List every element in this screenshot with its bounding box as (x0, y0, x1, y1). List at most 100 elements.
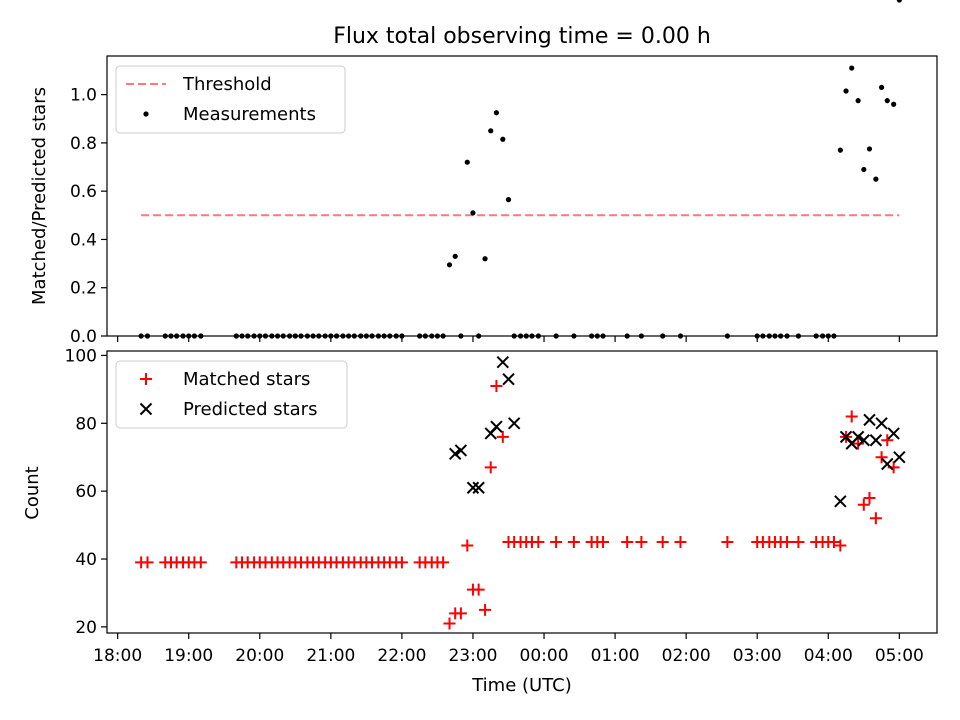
top-y-axis-label: Matched/Predicted stars (29, 87, 50, 305)
matched-star-point (395, 556, 408, 569)
measurement-point (878, 84, 885, 90)
predicted-star-point (863, 413, 876, 427)
bottom-y-tick-label: 60 (75, 482, 97, 502)
matched-star-point (857, 498, 870, 511)
top-x-tick-marks (117, 336, 900, 342)
matched-star-point (437, 556, 450, 569)
predicted-star-point (893, 451, 906, 464)
measurement-point (446, 262, 453, 268)
matched-star-point (869, 512, 882, 525)
predicted-star-point (448, 447, 462, 461)
x-tick-label: 18:00 (93, 646, 142, 666)
matched-star-point (443, 617, 456, 630)
matched-star-point (881, 434, 894, 447)
predicted-star-point (869, 434, 883, 447)
predicted-star-point (851, 430, 865, 444)
measurement-point (873, 176, 879, 182)
top-y-tick-label: 0.8 (70, 134, 97, 154)
matched-star-point (863, 491, 876, 504)
matched-star-point (834, 539, 847, 552)
top-y-ticks: 0.0 0.2 0.4 0.6 0.8 1.0 (70, 86, 107, 347)
bottom-legend: Matched stars Predicted stars (115, 360, 348, 429)
matched-star-point (141, 556, 154, 569)
matched-star-point (484, 461, 497, 474)
predicted-star-point (881, 457, 894, 471)
bottom-y-tick-label: 20 (75, 618, 97, 638)
measurement-point (855, 98, 861, 104)
top-chart-title: Flux total observing time = 0.00 h (333, 24, 711, 49)
legend-threshold-label: Threshold (182, 74, 272, 95)
matched-star-point (532, 536, 545, 549)
legend-measurements-swatch (143, 111, 149, 117)
predicted-star-point (466, 481, 480, 494)
predicted-star-point (496, 355, 510, 369)
matched-star-point (827, 536, 840, 549)
bottom-panel: Count Time (UTC) 20 40 60 80 100 18:00 19:00 2… (22, 346, 938, 696)
matched-star-point (479, 603, 492, 616)
x-tick-label: 01:00 (591, 646, 640, 666)
matched-star-point (194, 556, 207, 569)
bottom-x-ticks: 18:00 19:00 20:00 21:00 22:00 23:00 00:00 01:00… (93, 633, 924, 666)
measurement-point (837, 147, 843, 153)
matched-star-point (461, 539, 474, 552)
x-tick-label: 04:00 (804, 646, 853, 666)
x-tick-label: 03:00 (733, 646, 782, 666)
top-plot-frame (106, 55, 938, 337)
bottom-series-layer (135, 355, 906, 630)
measurement-point (849, 65, 855, 71)
top-y-tick-label: 0.6 (70, 182, 97, 202)
bottom-y-tick-label: 40 (75, 550, 97, 570)
matched-star-point (472, 583, 485, 596)
x-tick-label: 19:00 (164, 646, 213, 666)
top-y-tick-label: 0.4 (70, 230, 97, 250)
matched-star-point (875, 451, 888, 464)
bottom-legend-box (115, 360, 348, 429)
matched-star-point (635, 536, 648, 549)
legend-predicted-label: Predicted stars (183, 399, 317, 420)
bottom-y-axis-label: Count (22, 466, 43, 519)
top-legend-box (115, 65, 346, 134)
x-tick-label: 20:00 (235, 646, 284, 666)
legend-matched-swatch (140, 373, 152, 385)
measurement-point (843, 88, 849, 94)
measurement-point (891, 101, 897, 107)
legend-predicted-swatch (139, 402, 153, 416)
predicted-star-point (490, 420, 503, 433)
matched-star-point (781, 536, 794, 549)
bottom-y-tick-label: 100 (65, 346, 97, 366)
predicted-star-point (454, 444, 468, 457)
matched-star-point (567, 536, 580, 549)
matched-star-point (621, 536, 634, 549)
matched-star-point (845, 410, 858, 423)
matched-star-point (490, 379, 503, 392)
matched-star-point (721, 536, 734, 549)
measurement-point (464, 159, 470, 165)
legend-measurements-label: Measurements (183, 104, 316, 125)
matched-star-point (454, 607, 467, 620)
bottom-y-tick-label: 80 (75, 414, 97, 434)
matched-star-point (852, 437, 865, 450)
x-tick-label: 02:00 (662, 646, 711, 666)
predicted-star-point (502, 372, 515, 386)
predicted-star-point (834, 495, 847, 508)
top-y-tick-label: 0.0 (70, 327, 97, 347)
measurement-point (452, 253, 458, 259)
matched-star-point (656, 536, 669, 549)
x-tick-label: 05:00 (875, 646, 924, 666)
x-tick-label: 00:00 (520, 646, 569, 666)
x-tick-label: 22:00 (377, 646, 426, 666)
matched-star-point (674, 536, 687, 549)
bottom-y-ticks: 20 40 60 80 100 (65, 346, 107, 638)
measurement-point (884, 98, 890, 104)
x-tick-label: 21:00 (306, 646, 355, 666)
matched-star-point (597, 536, 610, 549)
top-y-tick-label: 0.2 (70, 279, 97, 299)
top-panel: Flux total observing time = 0.00 h Match… (29, 0, 938, 347)
matched-star-point (792, 536, 805, 549)
x-axis-label: Time (UTC) (471, 675, 572, 696)
top-y-tick-label: 1.0 (70, 86, 97, 106)
measurement-point (493, 110, 500, 116)
measurement-point (500, 136, 506, 142)
predicted-star-point (472, 481, 485, 494)
